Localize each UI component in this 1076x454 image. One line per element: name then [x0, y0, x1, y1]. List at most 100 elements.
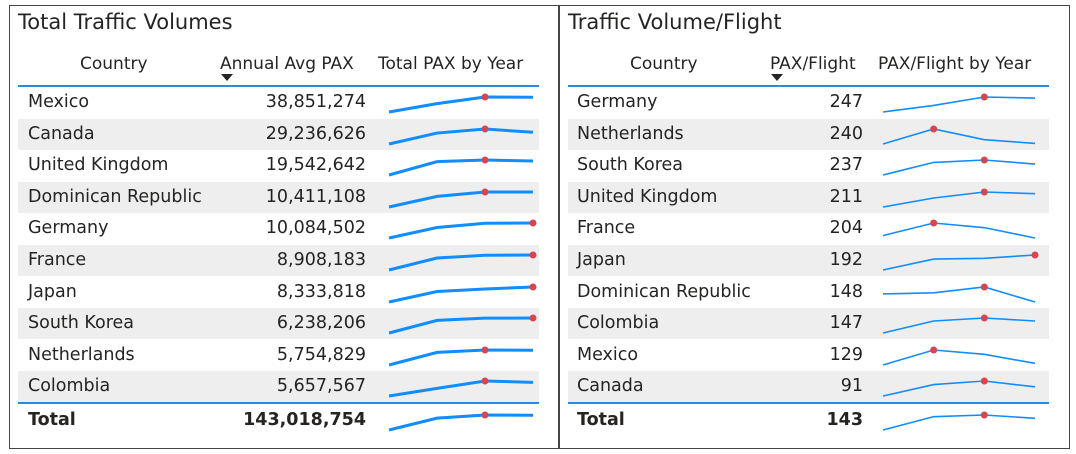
- value-cell: 129: [829, 344, 863, 365]
- sparkline-max-marker: [481, 377, 489, 385]
- sparkline-line: [882, 348, 1036, 366]
- table-row[interactable]: Germany 10,084,502: [18, 213, 539, 244]
- sparkline-line: [882, 380, 1036, 398]
- value-cell: 10,411,108: [265, 186, 366, 207]
- sparkline-max-marker: [1031, 251, 1039, 259]
- table-row[interactable]: Netherlands 240: [568, 118, 1049, 150]
- total-pax-by-year-column-header[interactable]: Total PAX by Year: [378, 54, 524, 74]
- sparkline: [882, 314, 1036, 334]
- sparkline-max-marker: [481, 93, 489, 101]
- value-cell: 8,908,183: [276, 250, 366, 270]
- sparkline: [882, 93, 1036, 113]
- country-cell: Netherlands: [28, 344, 135, 365]
- sparkline-max-marker: [529, 251, 537, 259]
- value-cell: 237: [829, 155, 863, 176]
- sparkline-line: [388, 95, 534, 114]
- sparkline-max-marker: [980, 156, 988, 164]
- country-cell: Total: [577, 410, 625, 430]
- table-row[interactable]: Canada 29,236,626: [18, 118, 539, 150]
- value-cell: 147: [829, 313, 863, 334]
- table-row[interactable]: Colombia 5,657,567: [18, 371, 539, 403]
- sparkline-max-marker: [529, 283, 537, 291]
- table-row[interactable]: Japan 8,333,818: [18, 277, 539, 308]
- country-cell: Japan: [28, 281, 77, 302]
- value-cell: 192: [829, 250, 863, 270]
- table-row[interactable]: France 8,908,183: [18, 245, 539, 276]
- sparkline: [882, 283, 1036, 303]
- sparkline-line: [882, 254, 1036, 271]
- country-cell: Canada: [28, 123, 95, 144]
- sparkline: [882, 125, 1036, 145]
- table-row[interactable]: Netherlands 5,754,829: [18, 340, 539, 371]
- sparkline: [388, 251, 537, 272]
- sparkline-max-marker: [481, 346, 489, 354]
- pax-per-flight-by-year-column-header[interactable]: PAX/Flight by Year: [878, 54, 1032, 74]
- sparkline-line: [388, 316, 534, 335]
- table-row[interactable]: Germany 247: [568, 87, 1049, 118]
- country-cell: Netherlands: [577, 123, 684, 144]
- sparkline-max-marker: [980, 93, 988, 101]
- country-cell: Colombia: [577, 313, 660, 334]
- table-row[interactable]: Colombia 147: [568, 308, 1049, 340]
- sparkline: [388, 314, 537, 335]
- sparkline-line: [882, 285, 1036, 303]
- table-title: Traffic Volume/Flight: [568, 10, 782, 34]
- sparkline: [388, 283, 537, 304]
- table-row[interactable]: South Korea 237: [568, 150, 1049, 181]
- sparkline-line: [388, 413, 534, 432]
- sparkline-line: [388, 158, 534, 177]
- sparkline-max-marker: [481, 125, 489, 133]
- total-row[interactable]: Total 143: [568, 405, 1049, 436]
- sparkline-line: [388, 221, 534, 240]
- table-row[interactable]: Japan 192: [568, 245, 1049, 276]
- country-column-header[interactable]: Country: [630, 54, 698, 74]
- sparkline: [882, 219, 1036, 240]
- country-column-header[interactable]: Country: [80, 54, 148, 74]
- table-row[interactable]: South Korea 6,238,206: [18, 308, 539, 340]
- sparkline-line: [882, 159, 1036, 176]
- sparkline: [388, 219, 537, 240]
- country-cell: France: [577, 218, 636, 239]
- sparkline-line: [882, 190, 1036, 208]
- sparkline-line: [882, 96, 1036, 113]
- table-row[interactable]: Dominican Republic 148: [568, 277, 1049, 308]
- header-divider: [18, 85, 539, 87]
- sparkline: [388, 156, 534, 177]
- country-cell: Mexico: [577, 344, 639, 365]
- sparkline-max-marker: [481, 188, 489, 196]
- value-cell: 19,542,642: [265, 155, 366, 176]
- table-row[interactable]: France 204: [568, 213, 1049, 244]
- country-cell: Dominican Republic: [28, 186, 202, 207]
- sparkline-line: [882, 317, 1036, 334]
- country-cell: Colombia: [28, 376, 111, 397]
- sparkline: [882, 251, 1039, 271]
- annual-avg-pax-column-header[interactable]: Annual Avg PAX: [220, 54, 354, 74]
- country-cell: France: [28, 250, 87, 270]
- table-row[interactable]: Dominican Republic 10,411,108: [18, 181, 539, 213]
- table-row[interactable]: Mexico 129: [568, 340, 1049, 371]
- sort-descending-icon: [771, 74, 783, 81]
- table-row[interactable]: United Kingdom 19,542,642: [18, 150, 539, 181]
- table-row[interactable]: Canada 91: [568, 371, 1049, 403]
- table-row[interactable]: Mexico 38,851,274: [18, 87, 539, 118]
- sparkline-line: [882, 127, 1036, 145]
- traffic-volume-per-flight-table: Traffic Volume/Flight Country PAX/Flight…: [559, 5, 1070, 449]
- sparkline: [388, 377, 534, 398]
- value-cell: 143,018,754: [243, 410, 366, 430]
- sparkline-max-marker: [529, 219, 537, 227]
- sparkline-max-marker: [481, 156, 489, 164]
- pax-per-flight-column-header[interactable]: PAX/Flight: [770, 54, 856, 74]
- total-divider: [18, 402, 539, 404]
- total-row[interactable]: Total 143,018,754: [18, 405, 539, 436]
- sparkline-max-marker: [930, 125, 938, 133]
- country-cell: Mexico: [28, 92, 90, 112]
- value-cell: 29,236,626: [265, 123, 366, 144]
- total-traffic-volumes-table: Total Traffic Volumes Country Annual Avg…: [9, 5, 559, 449]
- sparkline-max-marker: [930, 219, 938, 227]
- value-cell: 91: [840, 376, 863, 397]
- sparkline: [388, 188, 533, 209]
- sparkline-max-marker: [980, 188, 988, 196]
- table-row[interactable]: United Kingdom 211: [568, 181, 1049, 213]
- sparkline-line: [388, 348, 534, 367]
- table-title: Total Traffic Volumes: [18, 10, 233, 34]
